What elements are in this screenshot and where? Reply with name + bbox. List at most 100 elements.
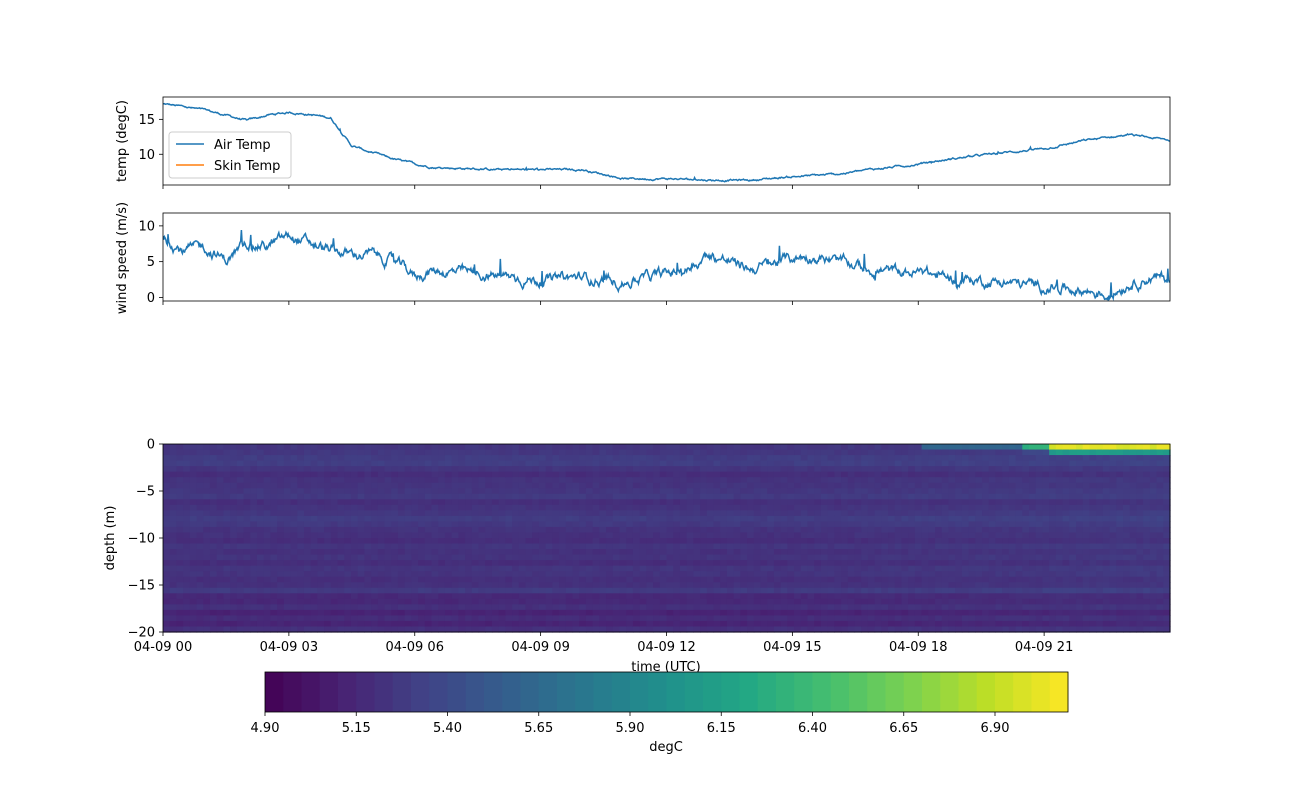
- heatmap-cell: [1029, 604, 1037, 611]
- heatmap-cell: [565, 609, 574, 617]
- heatmap-cell: [968, 466, 976, 473]
- heatmap-cell: [780, 499, 788, 506]
- heatmap-cell: [498, 466, 506, 473]
- heatmap-cell: [834, 466, 842, 473]
- heatmap-cell: [1109, 477, 1117, 484]
- heatmap-cell: [881, 565, 889, 572]
- heatmap-cell: [599, 482, 607, 489]
- heatmap-cell: [183, 543, 191, 550]
- heatmap-cell: [297, 526, 305, 534]
- heatmap-cell: [653, 565, 661, 572]
- heatmap-cell: [1042, 560, 1050, 567]
- heatmap-cell: [559, 571, 567, 578]
- heatmap-cell: [512, 504, 520, 511]
- heatmap-cell: [874, 598, 882, 605]
- heatmap-cell: [404, 460, 412, 467]
- heatmap-cell: [733, 477, 741, 484]
- heatmap-cell: [505, 565, 513, 572]
- heatmap-cell: [1082, 554, 1091, 561]
- heatmap-cell: [1062, 615, 1070, 622]
- heatmap-cell: [961, 587, 970, 594]
- heatmap-cell: [236, 466, 245, 473]
- heatmap-cell: [1096, 582, 1104, 589]
- heatmap-cell: [814, 626, 822, 633]
- heatmap-cell: [424, 455, 433, 462]
- heatmap-cell: [303, 554, 312, 561]
- heatmap-cell: [424, 526, 433, 534]
- heatmap-cell: [317, 526, 325, 534]
- heatmap-cell: [290, 510, 298, 517]
- heatmap-cell: [169, 554, 178, 561]
- heatmap-cell: [330, 455, 339, 462]
- heatmap-cell: [270, 493, 278, 500]
- heatmap-cell: [404, 532, 412, 539]
- heatmap-cell: [1109, 482, 1117, 489]
- heatmap-cell: [1029, 466, 1037, 473]
- heatmap-cell: [458, 521, 466, 528]
- heatmap-cell: [371, 510, 379, 517]
- heatmap-cell: [626, 466, 634, 473]
- heatmap-cell: [955, 493, 963, 500]
- heatmap-cell: [881, 615, 889, 622]
- heatmap-cell: [512, 515, 520, 523]
- heatmap-cell: [451, 444, 459, 451]
- heatmap-cell: [834, 449, 842, 456]
- heatmap-cell: [458, 538, 466, 545]
- heatmap-cell: [196, 444, 204, 451]
- heatmap-cell: [800, 526, 809, 534]
- heatmap-cell: [330, 515, 339, 523]
- heatmap-cell: [995, 609, 1003, 617]
- heatmap-cell: [740, 460, 748, 467]
- heatmap-cell: [357, 493, 365, 500]
- heatmap-cell: [592, 532, 600, 539]
- heatmap-cell: [606, 493, 614, 500]
- heatmap-cell: [230, 477, 238, 484]
- heatmap-cell: [1042, 576, 1050, 583]
- heatmap-cell: [773, 598, 782, 605]
- heatmap-cell: [465, 560, 473, 567]
- heatmap-cell: [968, 626, 976, 633]
- heatmap-cell: [921, 444, 929, 451]
- heatmap-cell: [726, 620, 735, 628]
- heatmap-cell: [559, 532, 567, 539]
- heatmap-cell: [841, 471, 849, 478]
- heatmap-cell: [599, 499, 607, 506]
- heatmap-cell: [1002, 571, 1010, 578]
- heatmap-cell: [176, 499, 184, 506]
- heatmap-cell: [250, 549, 258, 556]
- heatmap-cell: [532, 571, 540, 578]
- heatmap-cell: [767, 449, 775, 456]
- heatmap-cell: [250, 604, 258, 611]
- heatmap-cell: [270, 609, 278, 617]
- heatmap-cell: [444, 510, 453, 517]
- heatmap-cell: [975, 554, 983, 561]
- heatmap-cell: [666, 526, 674, 534]
- heatmap-cell: [559, 515, 567, 523]
- heatmap-cell: [619, 466, 627, 473]
- heatmap-cell: [377, 598, 386, 605]
- heatmap-cell: [800, 532, 809, 539]
- heatmap-cell: [1123, 532, 1131, 539]
- heatmap-cell: [955, 444, 963, 451]
- heatmap-cell: [303, 615, 312, 622]
- heatmap-cell: [921, 449, 929, 456]
- heatmap-cell: [290, 482, 298, 489]
- heatmap-cell: [384, 609, 392, 617]
- heatmap-cell: [337, 598, 345, 605]
- heatmap-cell: [1002, 587, 1010, 594]
- heatmap-cell: [424, 587, 433, 594]
- heatmap-cell: [397, 482, 406, 489]
- heatmap-cell: [639, 543, 647, 550]
- heatmap-cell: [1022, 571, 1030, 578]
- heatmap-cell: [216, 560, 225, 567]
- heatmap-cell: [230, 626, 238, 633]
- heatmap-cell: [1096, 532, 1104, 539]
- heatmap-cell: [324, 510, 332, 517]
- heatmap-cell: [404, 549, 412, 556]
- heatmap-cell: [216, 576, 225, 583]
- heatmap-cell: [579, 571, 587, 578]
- heatmap-cell: [854, 598, 862, 605]
- heatmap-cell: [337, 449, 345, 456]
- heatmap-cell: [659, 615, 668, 622]
- heatmap-cell: [888, 477, 896, 484]
